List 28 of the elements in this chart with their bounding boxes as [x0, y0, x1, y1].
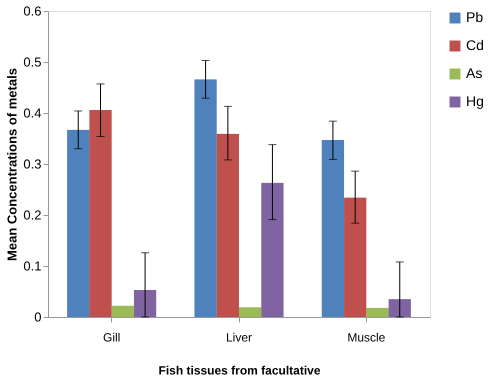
- y-tick-label: 0.2: [23, 208, 42, 222]
- legend-label: Pb: [466, 9, 484, 25]
- legend-label: As: [466, 65, 482, 81]
- bar: [344, 198, 366, 317]
- x-tick-label: Muscle: [347, 330, 386, 344]
- bar: [261, 182, 284, 317]
- legend-label: Hg: [466, 93, 484, 109]
- y-tick-label: 0.1: [23, 258, 42, 274]
- y-tick-label: 0.3: [23, 156, 42, 172]
- bar: [67, 130, 90, 317]
- y-axis-title: Mean Concentrations of metals: [4, 68, 20, 261]
- y-tick-label: 0: [34, 310, 42, 324]
- bar: [134, 290, 156, 317]
- bar: [388, 299, 411, 317]
- y-tick-label: 0.6: [23, 4, 42, 18]
- bar: [239, 307, 262, 317]
- y-tick-label: 0.4: [23, 106, 42, 120]
- x-axis-title: Fish tissues from facultative: [158, 364, 321, 378]
- bar: [112, 306, 134, 317]
- x-tick-label: Gill: [102, 330, 120, 344]
- x-tick-label: Liver: [226, 330, 252, 344]
- legend-label: Cd: [466, 37, 484, 53]
- bar: [89, 110, 112, 317]
- bar: [322, 140, 344, 317]
- bar: [216, 134, 239, 317]
- y-tick-label: 0.5: [23, 54, 42, 70]
- bar: [194, 79, 217, 317]
- bar: [366, 308, 389, 317]
